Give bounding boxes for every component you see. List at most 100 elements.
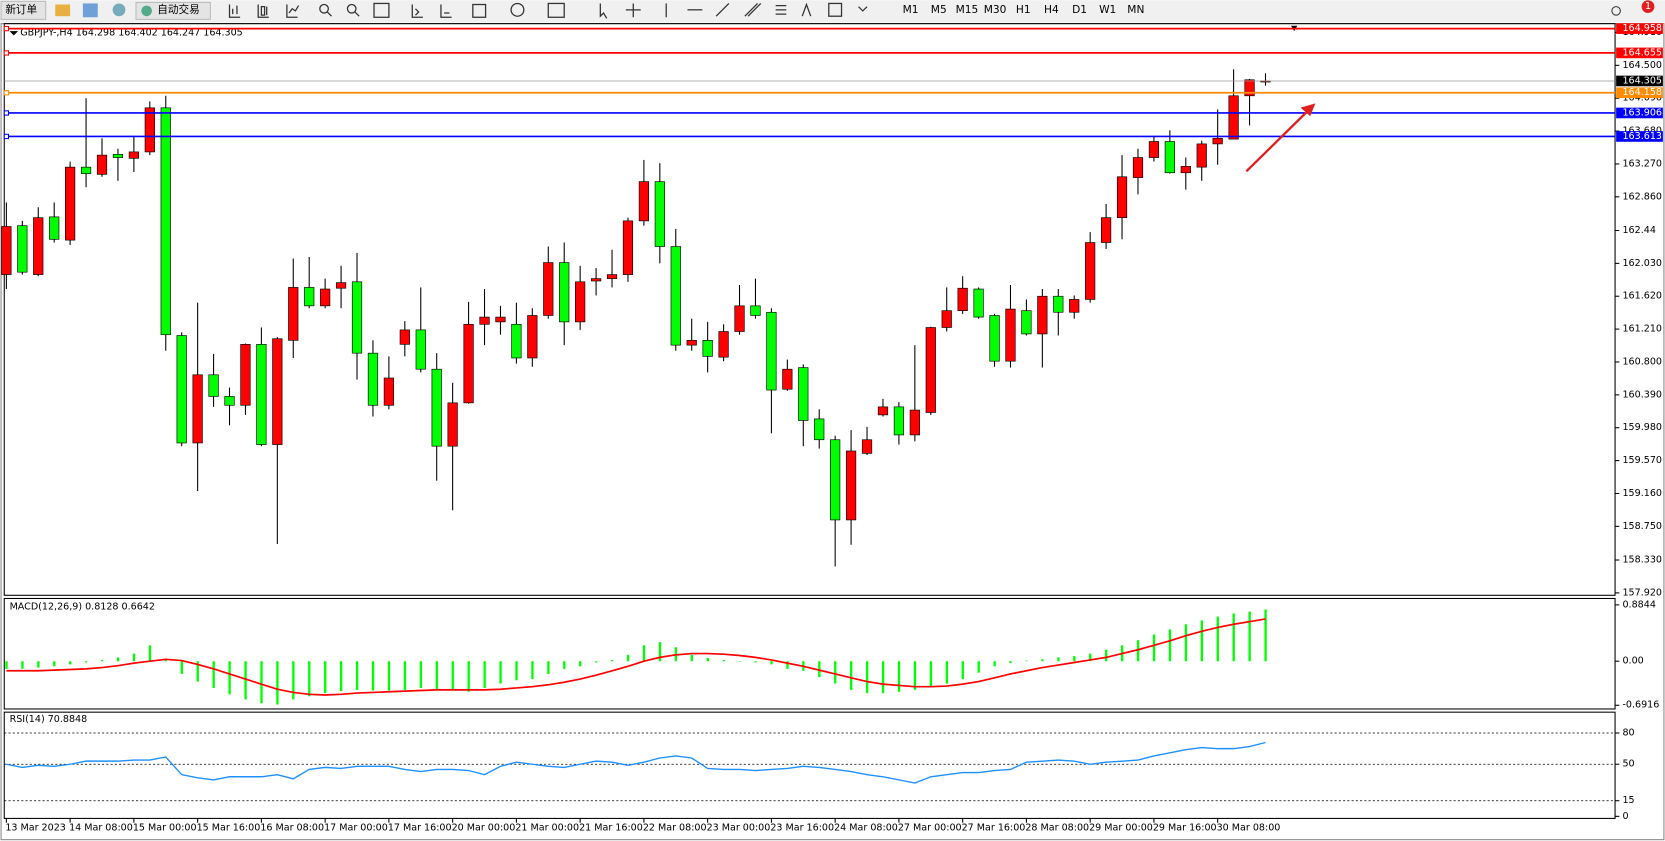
icon[interactable] bbox=[625, 3, 641, 18]
icon[interactable] bbox=[801, 2, 812, 17]
icon[interactable] bbox=[858, 6, 868, 12]
macd-bar bbox=[579, 661, 582, 667]
icon[interactable] bbox=[744, 3, 762, 17]
candle-body bbox=[80, 166, 92, 174]
candle-body bbox=[1132, 157, 1144, 178]
macd-bar bbox=[244, 661, 247, 700]
icon[interactable] bbox=[547, 2, 565, 18]
macd-bar bbox=[371, 661, 375, 691]
candle-body bbox=[160, 107, 171, 336]
icon[interactable] bbox=[326, 11, 332, 17]
macd-bar bbox=[595, 661, 598, 663]
candle-body bbox=[1228, 95, 1239, 140]
candle-body bbox=[112, 154, 124, 158]
candle-body bbox=[96, 154, 108, 175]
macd-bar bbox=[961, 661, 964, 680]
line-handle[interactable] bbox=[3, 110, 10, 116]
candle-body bbox=[415, 329, 426, 370]
icon[interactable] bbox=[775, 4, 787, 15]
candle-body bbox=[1021, 310, 1032, 335]
arrow-line bbox=[1245, 108, 1310, 173]
candle-body bbox=[893, 406, 905, 436]
macd-bar bbox=[1248, 611, 1251, 662]
y-tick-label: 0.8844 bbox=[1622, 599, 1655, 610]
icon[interactable] bbox=[373, 2, 390, 18]
x-tick-label: 13 Mar 2023 bbox=[5, 822, 66, 833]
y-tick-label: -0.6916 bbox=[1622, 700, 1659, 711]
rsi-panel bbox=[3, 711, 1616, 819]
icon[interactable] bbox=[828, 2, 843, 17]
timeframe-label: W1 bbox=[1099, 3, 1116, 16]
x-tick-label: 30 Mar 08:00 bbox=[1217, 822, 1281, 833]
candle-body bbox=[479, 316, 490, 325]
candle-body bbox=[33, 217, 44, 275]
line-price-label: 163.906 bbox=[1622, 107, 1661, 118]
line-price-box bbox=[1616, 87, 1663, 99]
arrow-head bbox=[1300, 103, 1316, 117]
candle-body bbox=[766, 311, 777, 391]
icon[interactable] bbox=[510, 2, 525, 17]
macd-bar bbox=[1041, 659, 1044, 662]
candle-body bbox=[638, 181, 649, 222]
tool-icons bbox=[228, 2, 868, 19]
macd-bar bbox=[276, 661, 279, 705]
macd-bar bbox=[1009, 661, 1012, 664]
candle-body bbox=[463, 323, 474, 404]
y-tick-label: 160.800 bbox=[1622, 356, 1661, 367]
icon[interactable] bbox=[411, 4, 423, 18]
timeframe-label: M1 bbox=[903, 3, 919, 16]
timeframe-label: H4 bbox=[1044, 3, 1059, 16]
line-handle[interactable] bbox=[3, 25, 10, 32]
candle-body bbox=[288, 287, 299, 341]
x-tick-label: 17 Mar 00:00 bbox=[324, 822, 388, 833]
candle-body bbox=[622, 220, 634, 275]
icon[interactable] bbox=[286, 4, 300, 18]
candle-body bbox=[798, 367, 809, 421]
macd-bar bbox=[1152, 634, 1156, 662]
candle-body bbox=[957, 287, 968, 311]
candle-body bbox=[782, 368, 793, 390]
icon[interactable] bbox=[228, 4, 241, 18]
icon[interactable] bbox=[599, 3, 608, 19]
macd-bar bbox=[1089, 653, 1092, 662]
search-icon[interactable] bbox=[1611, 6, 1621, 16]
macd-bar bbox=[658, 642, 662, 662]
macd-bar bbox=[403, 661, 407, 690]
candle-body bbox=[144, 107, 155, 153]
line-handle[interactable] bbox=[3, 50, 10, 56]
macd-bar bbox=[913, 661, 917, 690]
x-tick-label: 15 Mar 16:00 bbox=[197, 822, 261, 833]
y-tick-label: 50 bbox=[1622, 759, 1634, 770]
candle-body bbox=[1005, 308, 1016, 362]
x-tick-label: 23 Mar 16:00 bbox=[770, 822, 834, 833]
line-handle[interactable] bbox=[3, 90, 10, 96]
symbol-menu-arrow[interactable] bbox=[9, 31, 19, 36]
notification-badge[interactable] bbox=[1641, 0, 1655, 14]
x-tick-label: 29 Mar 16:00 bbox=[1153, 822, 1217, 833]
macd-bar bbox=[340, 661, 343, 692]
candle-body bbox=[654, 181, 665, 247]
icon[interactable] bbox=[257, 4, 269, 18]
new-order-button[interactable] bbox=[0, 0, 47, 20]
icon[interactable] bbox=[55, 4, 71, 17]
candle-body bbox=[351, 281, 363, 354]
y-tick-label: 158.330 bbox=[1622, 555, 1661, 566]
candle-body bbox=[1069, 299, 1080, 313]
macd-bar bbox=[260, 661, 263, 704]
icon[interactable] bbox=[472, 3, 487, 18]
icon[interactable] bbox=[715, 3, 730, 17]
icon[interactable] bbox=[319, 3, 329, 14]
auto-trading-button[interactable] bbox=[135, 1, 211, 20]
icon[interactable] bbox=[112, 3, 126, 17]
macd-bar bbox=[850, 661, 853, 690]
candle-body bbox=[845, 450, 857, 521]
macd-bar bbox=[53, 661, 56, 667]
icon[interactable] bbox=[354, 11, 360, 17]
line-handle[interactable] bbox=[3, 133, 10, 140]
icon[interactable] bbox=[440, 4, 452, 18]
macd-bar bbox=[419, 661, 423, 688]
icon[interactable] bbox=[346, 3, 357, 14]
icon[interactable] bbox=[82, 3, 98, 18]
arrow-annotation bbox=[1245, 103, 1316, 173]
line-price-box bbox=[1616, 131, 1663, 142]
